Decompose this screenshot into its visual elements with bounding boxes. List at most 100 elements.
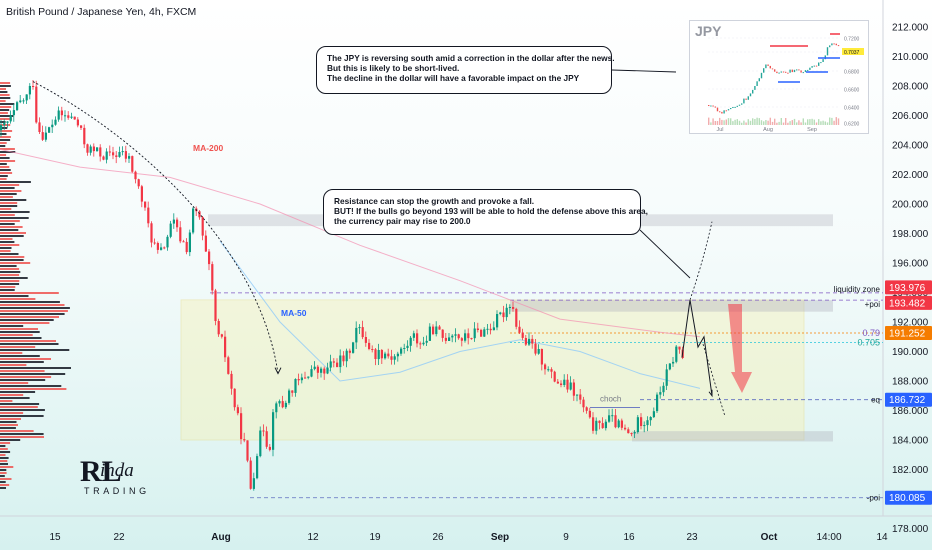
candle-body (416, 333, 419, 344)
candle-body (227, 357, 230, 374)
candle-body (396, 353, 399, 357)
candle-body (48, 127, 51, 133)
candle-body (144, 201, 147, 208)
candle-body (630, 433, 633, 435)
price-tag (885, 280, 932, 295)
callout-line: the currency pair may rise to 200.0 (334, 216, 471, 226)
volume-profile-bar (0, 352, 23, 354)
candle-body (393, 356, 396, 360)
candle-body (668, 363, 671, 370)
candle-body (51, 124, 54, 128)
inset-volume-bar (714, 121, 716, 125)
inset-candle (710, 105, 712, 107)
volume-profile-bar (0, 388, 67, 390)
poi-minus-label: -poi (867, 494, 881, 503)
volume-profile-bar (0, 487, 6, 489)
volume-profile-bar (0, 85, 11, 87)
callout-pointer (639, 229, 691, 279)
inset-volume-bar (730, 118, 732, 125)
candle-body (467, 333, 470, 339)
volume-profile-bar (0, 430, 34, 432)
inset-volume-bar (776, 122, 778, 125)
candle-body (300, 377, 303, 381)
candle-body (528, 338, 531, 345)
volume-profile-bar (0, 274, 20, 276)
poi-zone (510, 300, 833, 312)
candle-body (556, 381, 559, 384)
candle-body (137, 179, 140, 187)
inset-candle (734, 106, 736, 108)
volume-profile-bar (0, 160, 16, 162)
volume-profile-bar (0, 187, 15, 189)
candle-body (454, 334, 457, 336)
inset-candle (747, 96, 749, 100)
candle-body (476, 328, 479, 330)
inset-volume-bar (793, 118, 796, 125)
inset-candle (787, 72, 789, 74)
inset-candle (749, 93, 752, 97)
candle-body (617, 420, 620, 428)
inset-volume-bar (785, 118, 787, 125)
candle-body (204, 235, 207, 252)
candle-body (352, 342, 355, 353)
inset-volume-bar (732, 121, 734, 125)
candle-body (108, 151, 111, 153)
volume-profile-bar (0, 88, 6, 90)
candle-body (448, 337, 451, 341)
volume-profile-bar (0, 271, 21, 273)
candle-body (569, 382, 572, 390)
volume-profile-bar (0, 310, 68, 312)
inset-volume-bar (771, 121, 774, 125)
inset-candle (826, 47, 829, 56)
inset-candle (738, 104, 741, 106)
time-tick-label: 22 (113, 532, 125, 543)
candle-body (675, 346, 678, 362)
inset-volume-bar (822, 120, 824, 125)
inset-volume-bar (765, 120, 767, 125)
candle-body (640, 417, 643, 426)
candle-body (470, 338, 473, 340)
inset-volume-bar (719, 117, 721, 125)
candle-body (32, 86, 35, 87)
candle-body (99, 147, 102, 157)
candle-body (656, 394, 659, 412)
fib-079-label: 0.79 (862, 328, 880, 338)
volume-profile-bar (0, 196, 13, 198)
inset-volume-bar (804, 122, 807, 125)
candle-body (364, 337, 367, 343)
volume-profile-bar (0, 232, 26, 234)
price-tag (885, 392, 932, 407)
candle-body (457, 334, 460, 339)
volume-profile-bar (0, 283, 20, 285)
inset-month-label: Jul (716, 127, 723, 133)
price-tick-label: 202.000 (892, 170, 929, 181)
decline-curve (32, 81, 279, 374)
candle-body (118, 152, 121, 157)
candle-body (499, 312, 502, 314)
volume-profile-bar (0, 358, 51, 360)
inset-candle (730, 108, 732, 110)
candle-body (665, 369, 668, 386)
candle-body (166, 236, 169, 248)
inset-candle (837, 45, 840, 47)
volume-profile-bar (0, 433, 44, 435)
volume-profile-bar (0, 121, 6, 123)
volume-profile-bar (0, 145, 6, 147)
inset-candle (800, 70, 802, 73)
price-tick-label: 204.000 (892, 141, 929, 152)
candle-body (150, 223, 153, 243)
candle-body (323, 368, 326, 374)
candle-body (649, 417, 652, 421)
volume-profile-bar (0, 475, 5, 477)
inset-volume-bar (782, 122, 785, 125)
inset-volume-bar (721, 119, 723, 125)
inset-candle (712, 105, 714, 107)
inset-tick-label: 0.6400 (844, 106, 860, 112)
volume-profile-bar (0, 481, 6, 483)
volume-profile (0, 82, 71, 489)
candle-body (0, 125, 3, 131)
inset-volume-bar (712, 118, 714, 125)
candle-body (633, 432, 636, 434)
price-tag (885, 326, 932, 341)
